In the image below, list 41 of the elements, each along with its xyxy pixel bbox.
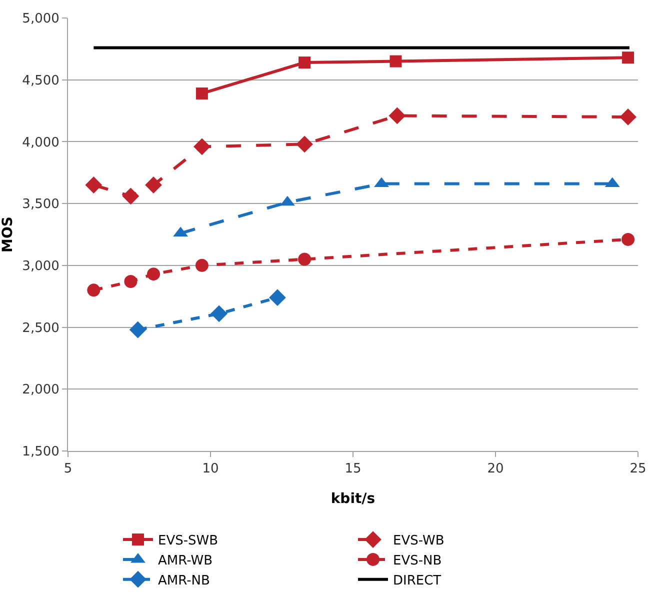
point (269, 289, 286, 306)
point (87, 284, 100, 297)
point (195, 258, 208, 272)
legend-label: DIRECT (393, 573, 442, 588)
y-tick-label: 5,000 (22, 12, 60, 27)
y-tick-label: 4,500 (22, 73, 60, 88)
y-tick-label: 3,000 (22, 258, 60, 274)
legend-label: AMR-WB (158, 554, 213, 569)
point (196, 87, 208, 100)
point (622, 232, 635, 246)
x-tick-label: 25 (630, 462, 646, 477)
point (620, 108, 636, 126)
legend-label: EVS-SWB (158, 534, 218, 549)
point (85, 176, 102, 194)
point (124, 275, 138, 288)
y-tick-label: 4,000 (22, 135, 60, 150)
x-tick-label: 10 (202, 462, 219, 477)
legend-label: AMR-NB (158, 573, 210, 588)
point (145, 176, 162, 194)
point (298, 56, 311, 69)
point (129, 321, 146, 338)
point (390, 55, 402, 68)
point (210, 305, 228, 322)
x-tick-label: 5 (64, 462, 72, 477)
point (194, 138, 210, 156)
point (298, 252, 312, 266)
point (296, 136, 313, 153)
y-tick-label: 2,000 (22, 382, 60, 398)
point (622, 52, 634, 64)
legend-label: EVS-NB (393, 554, 442, 569)
legend-label: EVS-WB (393, 534, 444, 549)
y-tick-label: 2,500 (22, 320, 60, 336)
y-tick-label: 1,500 (22, 444, 60, 460)
x-tick-label: 15 (344, 462, 362, 477)
x-tick-label: 20 (487, 462, 504, 477)
y-tick-label: 3,500 (22, 197, 60, 212)
point (122, 188, 140, 205)
x-axis-title: kbit/s (330, 491, 376, 507)
point (388, 107, 406, 124)
y-axis-title: MOS (0, 216, 16, 252)
point (147, 268, 160, 281)
